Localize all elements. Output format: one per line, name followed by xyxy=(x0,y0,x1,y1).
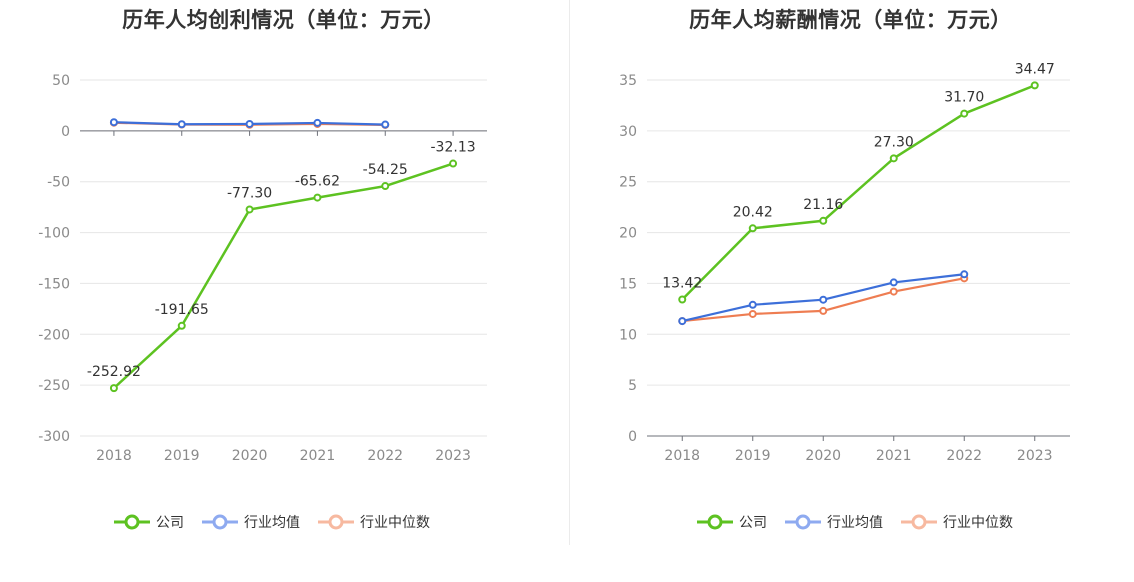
y-tick-label: 15 xyxy=(619,276,637,292)
data-point xyxy=(678,295,687,304)
data-point xyxy=(1030,81,1039,90)
data-point xyxy=(177,321,186,330)
data-label: -32.13 xyxy=(431,140,476,156)
y-tick-label: 20 xyxy=(619,226,637,242)
data-point xyxy=(889,154,898,163)
chart-title: 历年人均创利情况（单位：万元） xyxy=(122,8,445,32)
data-point xyxy=(748,309,757,318)
x-tick-label: 2021 xyxy=(300,448,336,464)
legend-label: 行业中位数 xyxy=(360,515,430,531)
x-tick-label: 2023 xyxy=(435,448,471,464)
data-point xyxy=(678,317,687,326)
data-label: -65.62 xyxy=(295,174,340,190)
chart-legend: 公司 行业均值 行业中位数 xyxy=(567,510,1134,534)
circle-line-icon xyxy=(114,514,150,530)
data-point xyxy=(819,306,828,315)
y-tick-label: 5 xyxy=(628,378,637,394)
x-tick-label: 2023 xyxy=(1017,448,1053,464)
chart-profit-per-capita: 历年人均创利情况（单位：万元） 50 0 -50 -100 -150 -200 -250 -3… xyxy=(0,8,567,534)
data-label: 20.42 xyxy=(733,204,773,220)
y-tick-label: -50 xyxy=(47,175,70,191)
data-point xyxy=(748,300,757,309)
x-tick-label: 2018 xyxy=(96,448,132,464)
y-tick-label: -200 xyxy=(38,327,70,343)
y-tick-label: 10 xyxy=(619,327,637,343)
data-point xyxy=(449,159,458,168)
data-point xyxy=(313,118,322,127)
circle-line-icon xyxy=(901,514,937,530)
legend-label: 行业均值 xyxy=(827,515,883,531)
series-line-company xyxy=(113,162,454,390)
y-tick-label: 0 xyxy=(628,429,637,445)
data-point xyxy=(889,287,898,296)
y-tick-label: -150 xyxy=(38,276,70,292)
legend-item-company[interactable]: 公司 xyxy=(697,510,767,534)
data-point xyxy=(177,120,186,129)
data-label: 13.42 xyxy=(662,275,702,291)
data-label: -77.30 xyxy=(227,185,272,201)
circle-line-icon xyxy=(697,514,733,530)
data-label: -191.65 xyxy=(155,302,209,318)
chart-legend: 公司 行业均值 行业中位数 xyxy=(0,510,567,534)
y-tick-label: 0 xyxy=(61,124,70,140)
x-tick-label: 2019 xyxy=(735,448,771,464)
data-point xyxy=(245,205,254,214)
y-tick-label: 25 xyxy=(619,175,637,191)
legend-item-industry-median[interactable]: 行业中位数 xyxy=(318,510,430,534)
data-point xyxy=(889,278,898,287)
circle-line-icon xyxy=(318,514,354,530)
series-line-company xyxy=(681,84,1036,301)
y-tick-label: -100 xyxy=(38,226,70,242)
legend-item-industry-median[interactable]: 行业中位数 xyxy=(901,510,1013,534)
data-point xyxy=(960,109,969,118)
x-tick-label: 2022 xyxy=(946,448,982,464)
data-point xyxy=(819,216,828,225)
x-tick-label: 2019 xyxy=(164,448,200,464)
chart-salary-per-capita: 历年人均薪酬情况（单位：万元） 35 30 25 20 15 10 5 0 2018 2019 20… xyxy=(567,0,1134,582)
data-point xyxy=(109,118,118,127)
circle-line-icon xyxy=(785,514,821,530)
data-label: 31.70 xyxy=(944,90,984,106)
x-tick-label: 2022 xyxy=(367,448,403,464)
legend-label: 公司 xyxy=(156,515,184,531)
x-tick-label: 2020 xyxy=(805,448,841,464)
legend-item-industry-average[interactable]: 行业均值 xyxy=(785,510,883,534)
y-tick-label: 35 xyxy=(619,73,637,89)
legend-label: 行业中位数 xyxy=(943,515,1013,531)
data-point xyxy=(245,119,254,128)
data-point xyxy=(381,120,390,129)
x-tick-label: 2021 xyxy=(876,448,912,464)
data-label: 21.16 xyxy=(803,197,843,213)
data-label: 27.30 xyxy=(874,134,914,150)
data-label: -54.25 xyxy=(363,162,408,178)
y-tick-label: -250 xyxy=(38,378,70,394)
circle-line-icon xyxy=(202,514,238,530)
panel-divider xyxy=(569,0,570,545)
legend-item-industry-average[interactable]: 行业均值 xyxy=(202,510,300,534)
data-point xyxy=(381,182,390,191)
y-tick-label: 30 xyxy=(619,124,637,140)
data-label: -252.92 xyxy=(87,364,141,380)
x-tick-label: 2020 xyxy=(232,448,268,464)
data-point xyxy=(109,384,118,393)
y-tick-label: 50 xyxy=(52,73,70,89)
data-point xyxy=(960,270,969,279)
chart-plot-area: 50 0 -50 -100 -150 -200 -250 -300 2018 2019 2020 20… xyxy=(38,73,487,464)
data-point xyxy=(819,295,828,304)
data-point xyxy=(313,193,322,202)
data-label: 34.47 xyxy=(1015,61,1055,77)
legend-label: 行业均值 xyxy=(244,515,300,531)
chart-title: 历年人均薪酬情况（单位：万元） xyxy=(689,8,1012,32)
x-tick-label: 2018 xyxy=(664,448,700,464)
y-tick-label: -300 xyxy=(38,429,70,445)
legend-label: 公司 xyxy=(739,515,767,531)
legend-item-company[interactable]: 公司 xyxy=(114,510,184,534)
chart-plot-area: 35 30 25 20 15 10 5 0 2018 2019 2020 2021 2022 2023 13… xyxy=(619,61,1070,464)
data-point xyxy=(748,224,757,233)
